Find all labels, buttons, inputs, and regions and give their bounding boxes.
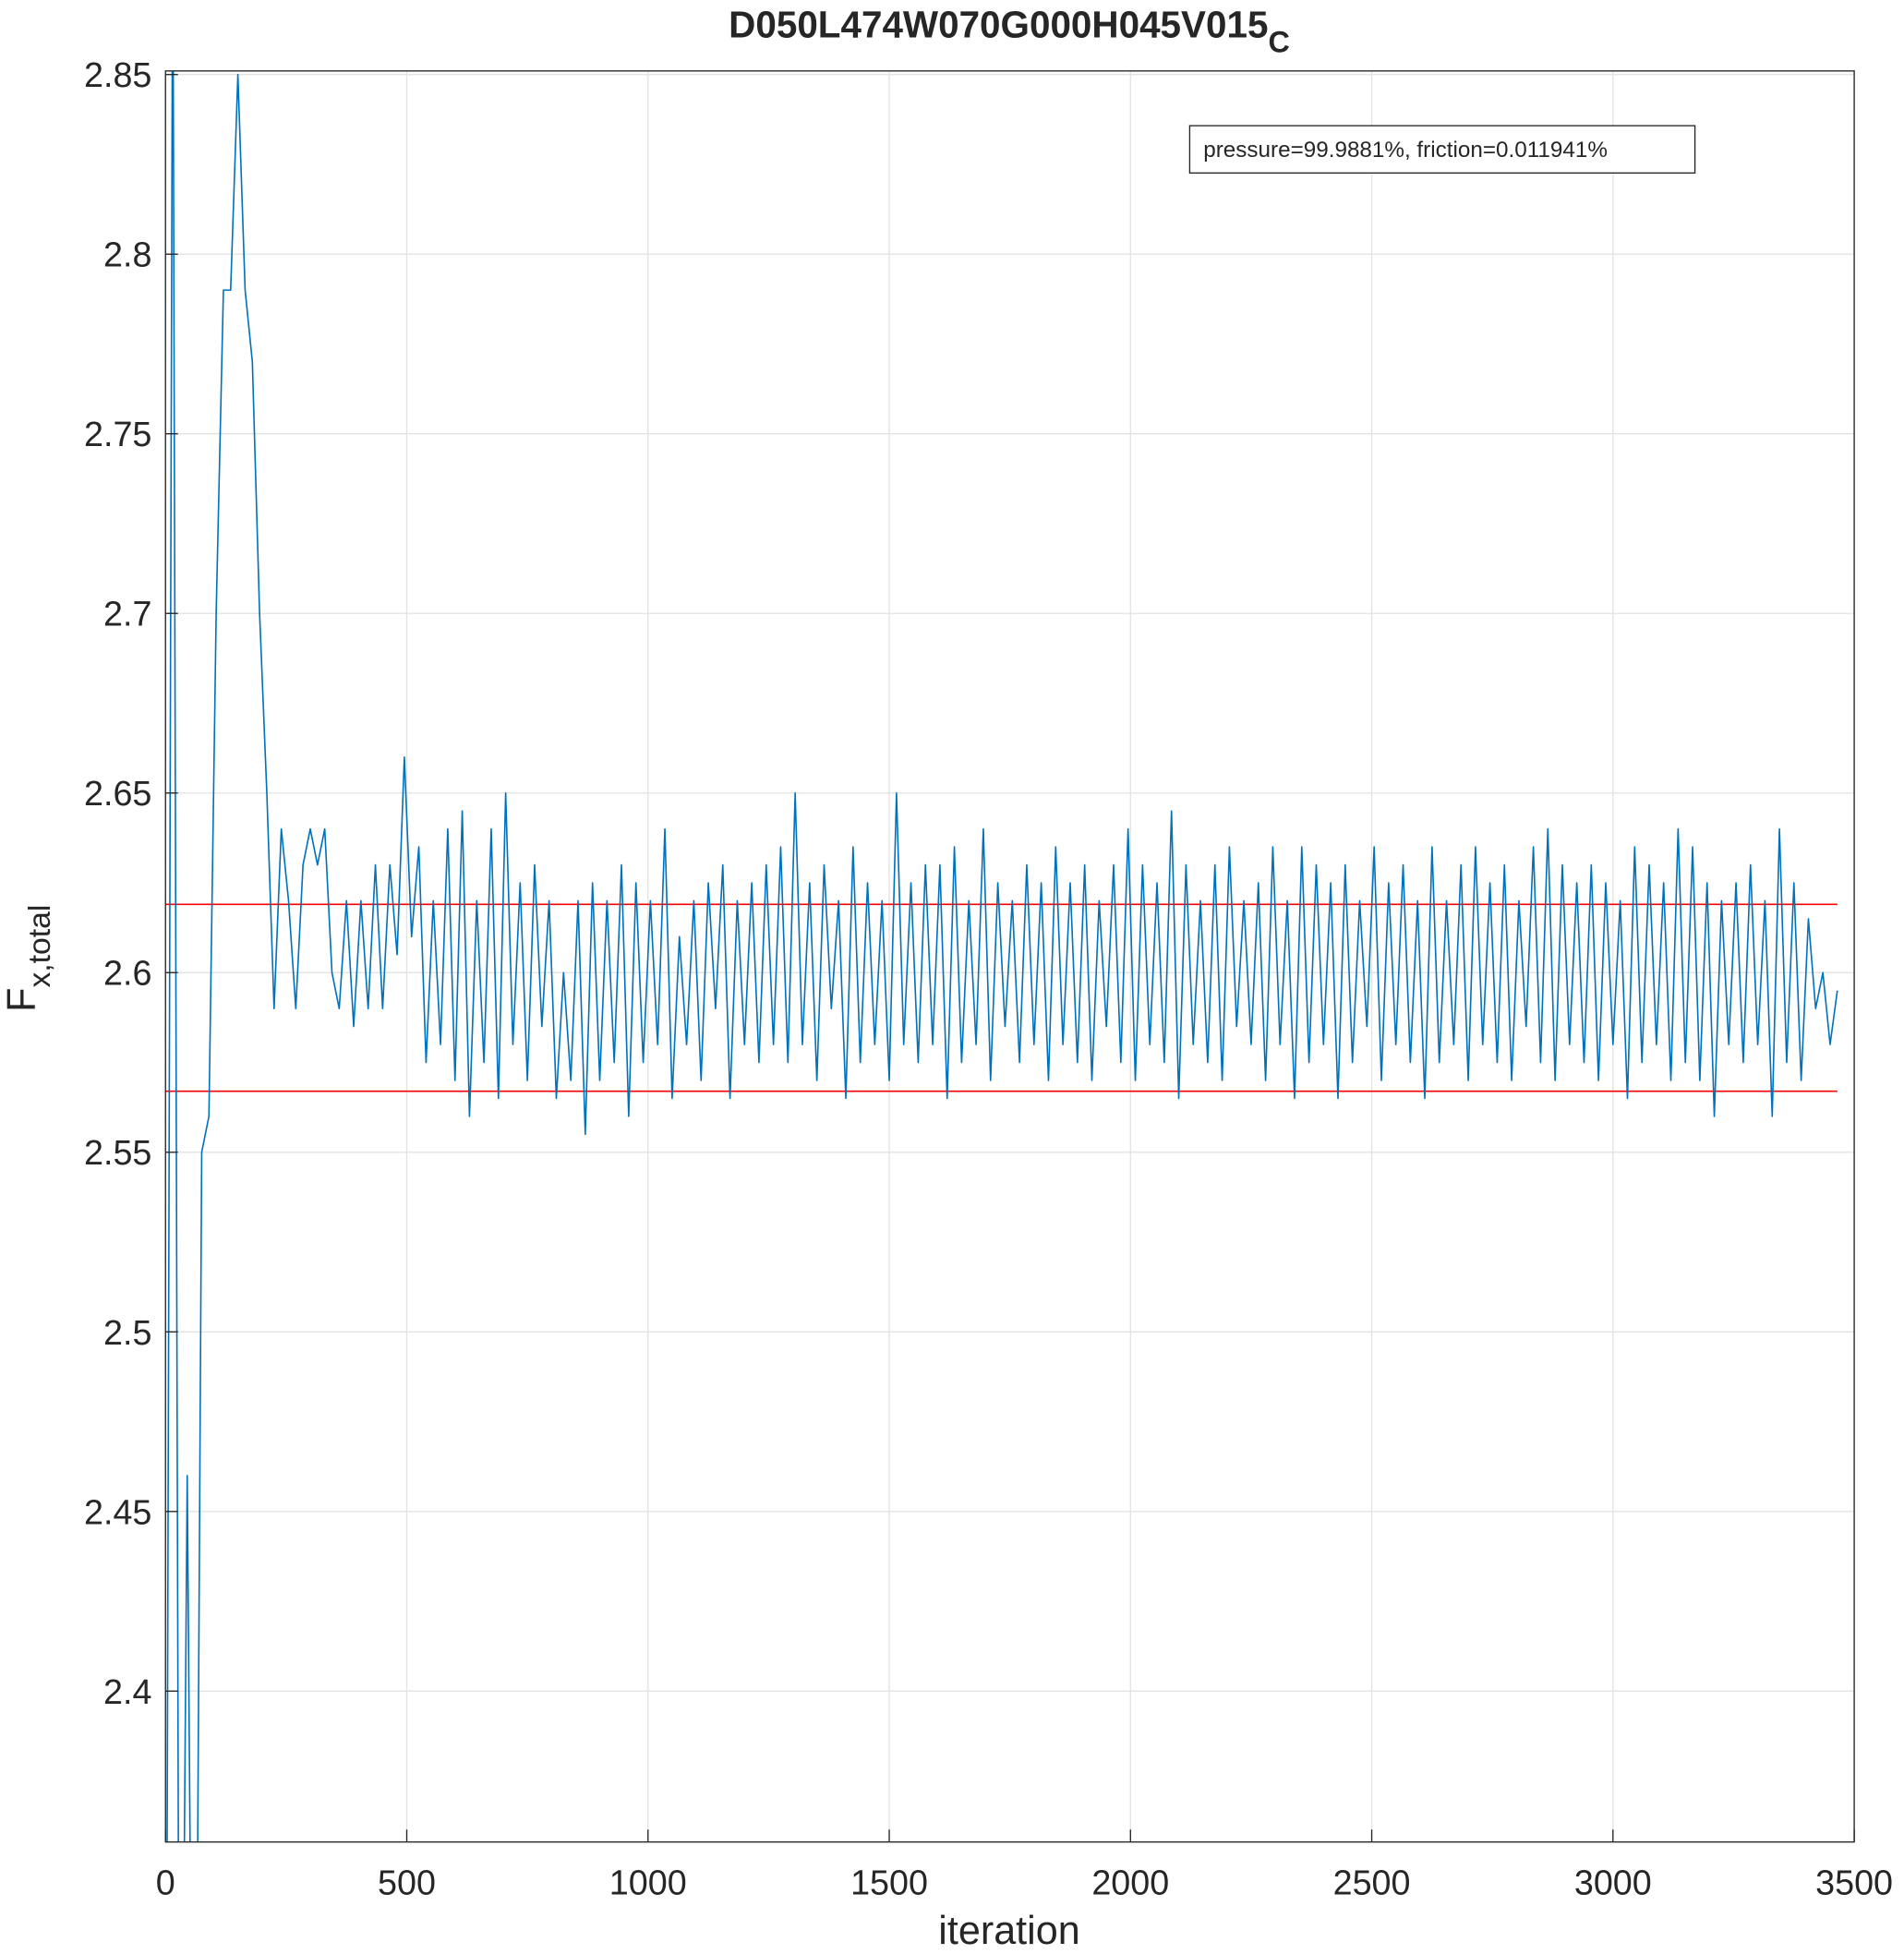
x-tick-label: 0 — [156, 1863, 175, 1901]
x-axis-label: iteration — [938, 1909, 1079, 1953]
y-tick-label: 2.85 — [84, 55, 151, 94]
y-tick-label: 2.55 — [84, 1133, 151, 1172]
y-tick-label: 2.45 — [84, 1492, 151, 1531]
x-tick-label: 1000 — [609, 1863, 687, 1901]
x-tick-label: 1500 — [850, 1863, 928, 1901]
y-tick-label: 2.65 — [84, 774, 151, 813]
axes-box — [164, 70, 1855, 1843]
y-tick-label: 2.7 — [103, 595, 151, 633]
x-tick-label: 2000 — [1091, 1863, 1169, 1901]
y-tick-label: 2.75 — [84, 415, 151, 453]
chart-title: D050L474W070G000H045V015C — [729, 3, 1290, 58]
y-tick-label: 2.8 — [103, 235, 151, 274]
lines — [165, 70, 1838, 1842]
ylabel-main: F — [0, 988, 44, 1012]
y-tick-label: 2.5 — [103, 1313, 151, 1352]
ticks: 0 500 1000 1500 2000 2500 3000 3500 2.4 2.45 2.5 2.… — [84, 55, 1893, 1901]
x-tick-label: 500 — [378, 1863, 436, 1901]
title-subscript: C — [1268, 26, 1289, 59]
data-line — [166, 70, 1838, 1842]
x-tick-label: 2500 — [1333, 1863, 1411, 1901]
y-axis-label: Fx,total — [0, 905, 57, 1012]
plot-area — [165, 70, 1855, 1842]
x-tick-label: 3500 — [1815, 1863, 1893, 1901]
annotation: pressure=99.9881%, friction=0.011941% — [1203, 138, 1608, 163]
annotation-box — [1188, 125, 1696, 175]
y-tick-label: 2.4 — [103, 1672, 151, 1711]
ylabel-subscript: x,total — [23, 905, 57, 988]
y-tick-label: 2.6 — [103, 954, 151, 993]
x-tick-label: 3000 — [1574, 1863, 1652, 1901]
title-main: D050L474W070G000H045V015 — [729, 3, 1268, 45]
